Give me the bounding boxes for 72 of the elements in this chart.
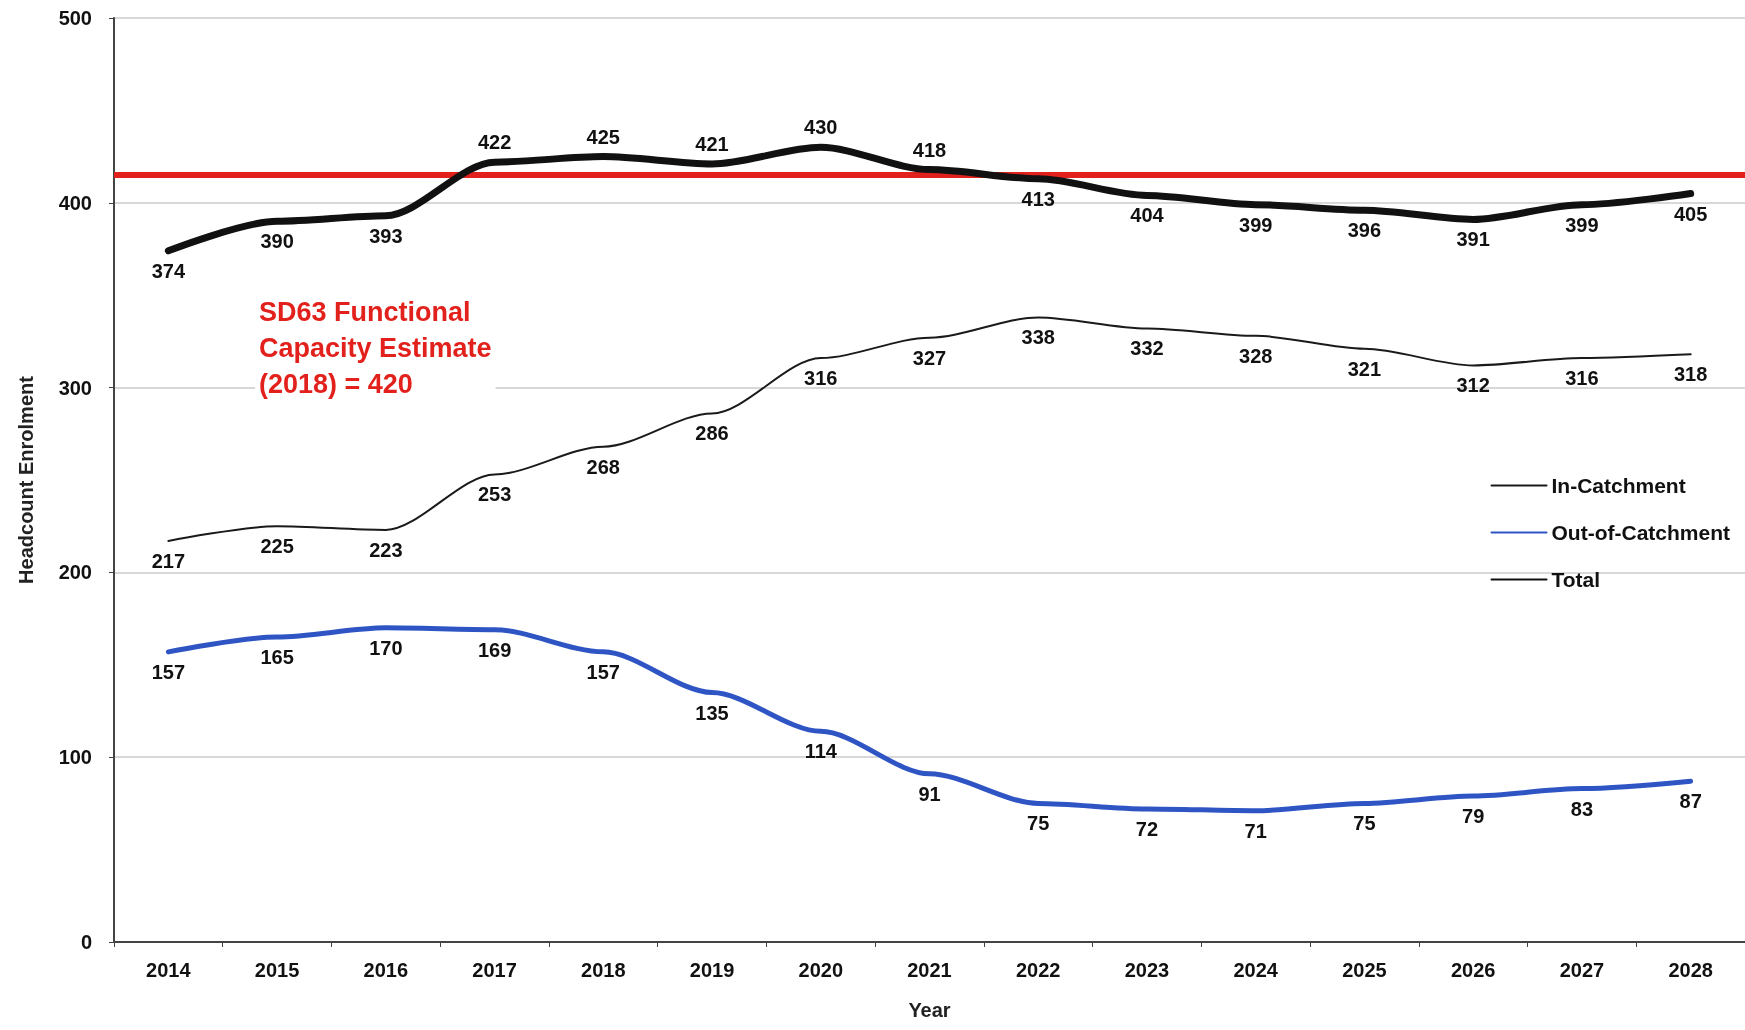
data-label: 71 <box>1244 819 1267 842</box>
data-label: 170 <box>369 636 403 659</box>
x-axis-title: Year <box>908 999 951 1021</box>
data-label: 413 <box>1021 187 1055 210</box>
data-label: 318 <box>1673 363 1708 386</box>
legend-label: Out-of-Catchment <box>1551 521 1731 544</box>
data-label: 327 <box>912 346 947 369</box>
data-label: 165 <box>260 646 294 669</box>
data-label: 87 <box>1679 790 1702 813</box>
data-label: 83 <box>1570 797 1594 820</box>
data-label: 312 <box>1456 374 1490 397</box>
data-label: 396 <box>1347 219 1382 242</box>
data-label: 421 <box>695 132 729 155</box>
data-label: 430 <box>804 116 838 139</box>
legend-label: In-Catchment <box>1551 474 1686 497</box>
data-label: 405 <box>1673 202 1708 225</box>
x-tick-label: 2015 <box>254 959 300 981</box>
data-label: 268 <box>586 455 620 478</box>
x-tick-label: 2024 <box>1233 959 1279 981</box>
data-label: 286 <box>695 422 729 445</box>
data-label: 425 <box>586 125 620 148</box>
data-label: 404 <box>1130 204 1165 227</box>
data-label: 338 <box>1021 326 1055 349</box>
data-label: 422 <box>477 131 512 154</box>
data-label: 225 <box>260 535 294 558</box>
data-label: 316 <box>1565 367 1599 390</box>
data-label: 391 <box>1456 228 1490 251</box>
x-tick-label: 2023 <box>1124 959 1170 981</box>
x-tick-label: 2025 <box>1342 959 1387 981</box>
data-label: 418 <box>912 138 947 161</box>
data-label: 157 <box>151 660 186 683</box>
data-label: 374 <box>151 259 186 282</box>
data-label: 75 <box>1353 812 1376 835</box>
x-tick-label: 2020 <box>798 959 844 981</box>
data-label: 332 <box>1130 337 1164 360</box>
x-tick-label: 2028 <box>1668 959 1713 981</box>
x-tick-label: 2018 <box>581 959 626 981</box>
data-label: 223 <box>369 538 403 561</box>
data-label: 321 <box>1347 357 1382 380</box>
x-tick-label: 2019 <box>689 959 735 981</box>
x-tick-label: 2016 <box>363 959 409 981</box>
y-tick-label: 100 <box>58 746 92 769</box>
x-tick-label: 2014 <box>146 959 192 981</box>
y-tick-label: 500 <box>58 7 92 29</box>
legend-label: Total <box>1551 568 1601 591</box>
y-tick-label: 0 <box>80 931 92 953</box>
x-tick-label: 2017 <box>472 959 517 981</box>
y-tick-label: 300 <box>58 376 92 399</box>
data-label: 135 <box>695 701 729 724</box>
data-label: 316 <box>804 367 838 390</box>
data-label: 399 <box>1565 213 1599 236</box>
data-label: 91 <box>918 782 941 805</box>
data-label: 390 <box>260 230 294 253</box>
data-label: 253 <box>477 483 512 506</box>
x-tick-label: 2027 <box>1559 959 1605 981</box>
y-axis-title: Headcount Enrolment <box>15 375 37 584</box>
data-label: 328 <box>1239 344 1273 367</box>
data-label: 157 <box>586 660 620 683</box>
x-tick-label: 2026 <box>1450 959 1496 981</box>
y-tick-label: 200 <box>58 561 92 584</box>
y-tick-label: 400 <box>58 191 92 214</box>
data-label: 72 <box>1135 817 1159 840</box>
data-label: 393 <box>369 224 403 247</box>
data-label: 217 <box>151 549 186 572</box>
x-tick-label: 2021 <box>907 959 952 981</box>
data-label: 114 <box>804 740 838 763</box>
data-label: 75 <box>1027 812 1050 835</box>
annotation: SD63 Functional Capacity Estimate (2018) = 420 <box>259 297 492 399</box>
data-label: 399 <box>1239 213 1273 236</box>
data-label: 79 <box>1462 805 1485 828</box>
x-tick-label: 2022 <box>1015 959 1061 981</box>
data-label: 169 <box>477 638 512 661</box>
